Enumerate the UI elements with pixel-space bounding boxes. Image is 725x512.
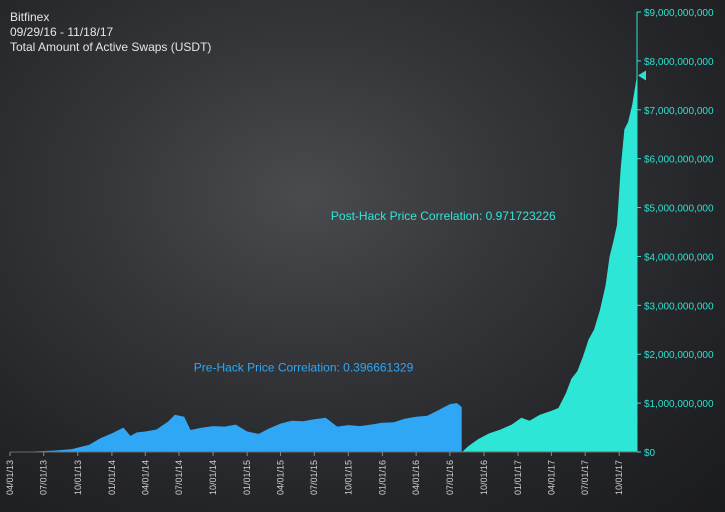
chart-title: Total Amount of Active Swaps (USDT) [10, 40, 212, 54]
x-tick-label: 04/01/15 [276, 460, 286, 495]
x-tick-label: 07/01/15 [309, 460, 319, 495]
source-label: Bitfinex [10, 10, 50, 24]
x-tick-label: 07/01/16 [445, 460, 455, 495]
y-tick-label: $4,000,000,000 [644, 252, 714, 263]
x-tick-label: 01/01/17 [513, 460, 523, 495]
x-tick-label: 07/01/17 [580, 460, 590, 495]
area-series-group [10, 75, 637, 452]
y-tick-label: $3,000,000,000 [644, 301, 714, 312]
y-tick-label: $0 [644, 448, 656, 459]
x-tick-label: 07/01/14 [174, 460, 184, 495]
x-tick-label: 07/01/13 [39, 460, 49, 495]
y-tick-label: $1,000,000,000 [644, 399, 714, 410]
y-tick-label: $7,000,000,000 [644, 106, 714, 117]
y-tick-label: $2,000,000,000 [644, 350, 714, 361]
x-tick-label: 01/01/16 [377, 460, 387, 495]
x-tick-label: 04/01/13 [5, 460, 15, 495]
pre-hack-area [10, 403, 462, 452]
x-tick-label: 10/01/14 [208, 460, 218, 495]
y-tick-label: $8,000,000,000 [644, 57, 714, 68]
x-tick-label: 04/01/14 [140, 460, 150, 495]
x-tick-label: 10/01/15 [343, 460, 353, 495]
post-hack-correlation-annotation: Post-Hack Price Correlation: 0.971723226 [331, 209, 556, 223]
chart-header: Bitfinex 09/29/16 - 11/18/17 Total Amoun… [10, 10, 211, 55]
x-tick-label: 01/01/14 [107, 460, 117, 495]
x-tick-label: 10/01/16 [479, 460, 489, 495]
post-hack-area [462, 75, 637, 452]
date-range-label: 09/29/16 - 11/18/17 [10, 25, 114, 39]
x-tick-label: 04/01/16 [411, 460, 421, 495]
y-tick-label: $5,000,000,000 [644, 204, 714, 215]
x-tick-label: 04/01/17 [546, 460, 556, 495]
x-tick-label: 10/01/17 [614, 460, 624, 495]
x-ticks: 04/01/13 07/01/13 10/01/13 01/01/14 04/01/14… [5, 452, 624, 495]
y-tick-label: $6,000,000,000 [644, 155, 714, 166]
y-tick-label: $9,000,000,000 [644, 8, 714, 19]
pre-hack-correlation-annotation: Pre-Hack Price Correlation: 0.396661329 [194, 360, 414, 374]
x-tick-label: 01/01/15 [242, 460, 252, 495]
last-value-marker-icon [638, 70, 646, 81]
y-ticks: $0 $1,000,000,000 $2,000,000,000 $3,000,000… [637, 8, 714, 459]
x-tick-label: 10/01/13 [73, 460, 83, 495]
